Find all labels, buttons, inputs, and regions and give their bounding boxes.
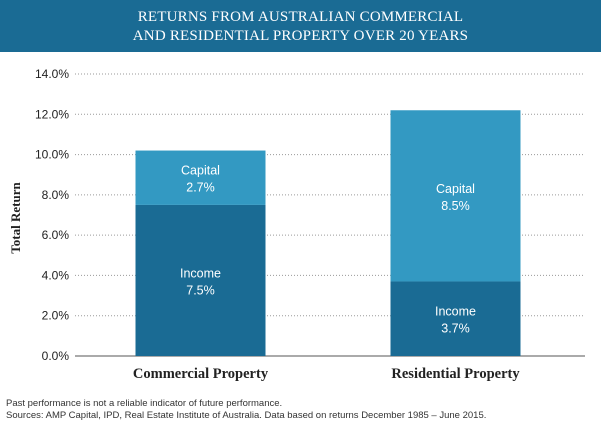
y-tick-label: 6.0% xyxy=(42,228,70,242)
y-tick-label: 14.0% xyxy=(35,67,69,81)
data-label-name: Income xyxy=(435,305,476,319)
y-tick-label: 0.0% xyxy=(42,349,70,363)
bars: Income 7.5% Capital 2.7% Income 3.7% Capital 8.… xyxy=(135,110,521,356)
x-category-labels: Commercial Property Residential Property xyxy=(133,366,520,382)
y-tick-labels: 0.0% 2.0% 4.0% 6.0% 8.0% 10.0% 12.0% 14.0% xyxy=(35,67,69,363)
data-label-name: Income xyxy=(180,266,221,280)
data-label-name: Capital xyxy=(436,182,475,196)
data-label-value: 3.7% xyxy=(441,322,470,336)
y-axis-label: Total Return xyxy=(8,182,23,254)
data-label-name: Capital xyxy=(181,164,220,178)
sources-text: Sources: AMP Capital, IPD, Real Estate I… xyxy=(6,410,487,421)
x-category-label: Residential Property xyxy=(391,366,520,382)
bar-segment-income xyxy=(390,281,521,356)
y-tick-label: 10.0% xyxy=(35,148,69,162)
chart-title-bar: RETURNS FROM AUSTRALIAN COMMERCIAL AND R… xyxy=(0,0,601,52)
bar-segment-capital xyxy=(390,110,521,282)
y-tick-label: 12.0% xyxy=(35,107,69,121)
chart-title-line-2: AND RESIDENTIAL PROPERTY OVER 20 YEARS xyxy=(132,28,469,44)
disclaimer-text: Past performance is not a reliable indic… xyxy=(6,398,283,409)
chart-title-line-1: RETURNS FROM AUSTRALIAN COMMERCIAL xyxy=(137,9,464,25)
data-label-value: 7.5% xyxy=(186,283,215,297)
y-tick-label: 4.0% xyxy=(42,268,70,282)
x-category-label: Commercial Property xyxy=(133,366,269,382)
y-tick-label: 2.0% xyxy=(42,309,70,323)
data-label-value: 8.5% xyxy=(441,199,470,213)
data-label-value: 2.7% xyxy=(186,181,215,195)
bar-segment-capital xyxy=(135,150,266,205)
y-tick-label: 8.0% xyxy=(42,188,70,202)
bar-segment-income xyxy=(135,204,266,356)
stacked-bar-chart: 0.0% 2.0% 4.0% 6.0% 8.0% 10.0% 12.0% 14.0% Inco… xyxy=(8,67,585,382)
